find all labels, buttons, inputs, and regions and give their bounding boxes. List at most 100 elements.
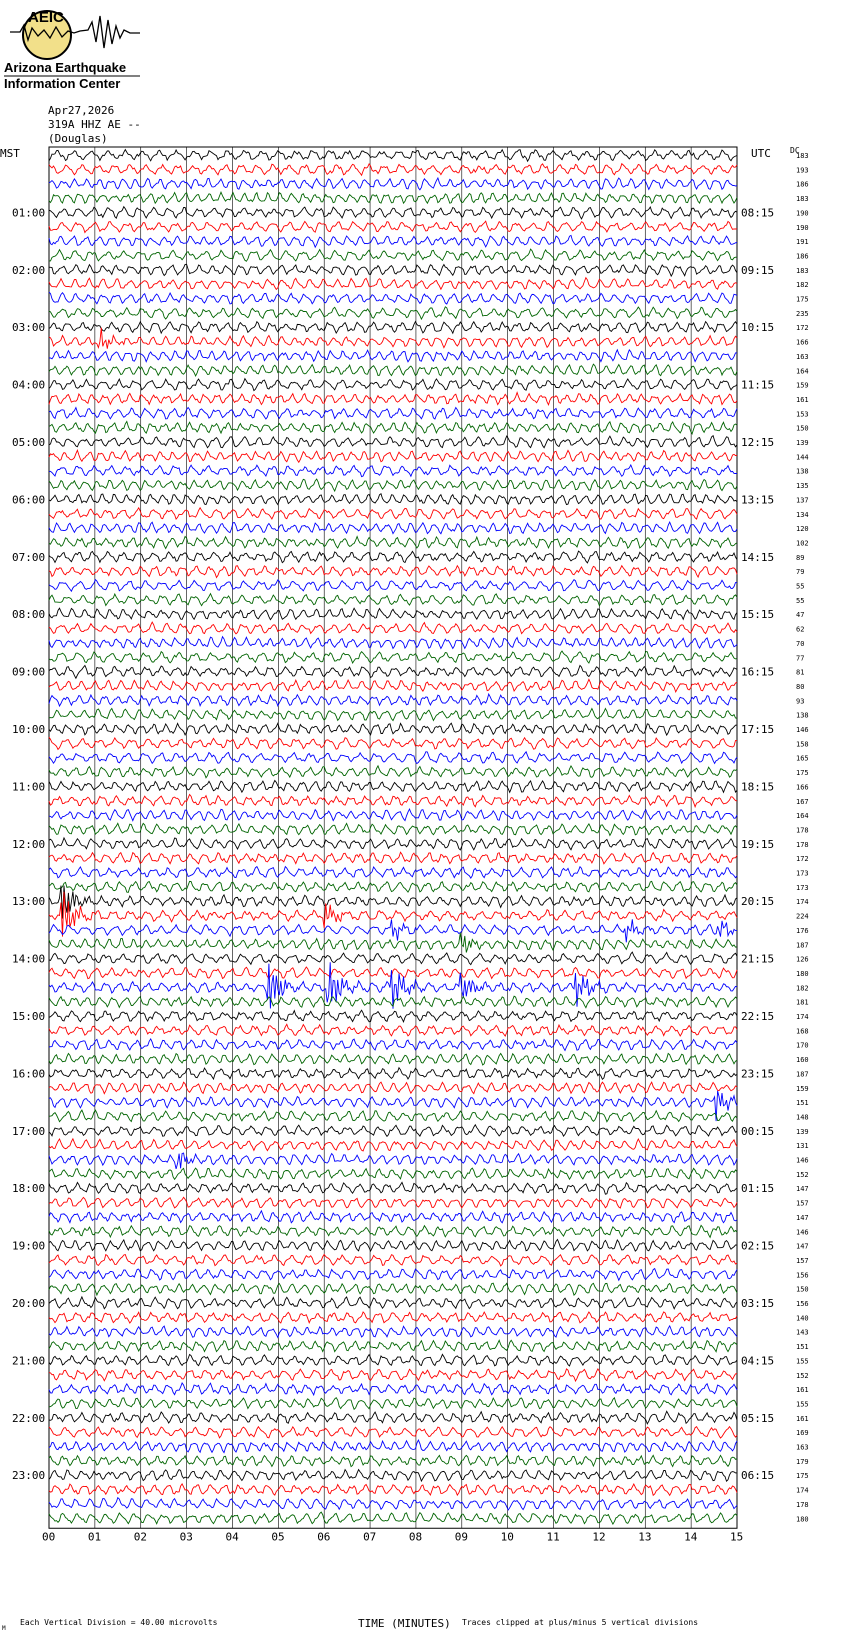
right-hour-label: 04:15 <box>741 1354 774 1367</box>
footer-right-note: Traces clipped at plus/minus 5 vertical … <box>462 1618 698 1627</box>
seismic-trace <box>48 1081 738 1095</box>
seismic-trace <box>48 1425 738 1439</box>
dc-value-label: 183 <box>796 152 809 160</box>
dc-value-label: 170 <box>796 1042 809 1050</box>
seismic-trace <box>48 1468 737 1483</box>
dc-value-label: 93 <box>796 697 804 705</box>
seismic-trace <box>48 263 738 278</box>
dc-value-label: 102 <box>796 539 809 547</box>
right-hour-label: 17:15 <box>741 723 774 736</box>
seismic-trace <box>48 1382 738 1397</box>
dc-value-label: 182 <box>796 281 809 289</box>
left-hour-label: 03:00 <box>12 321 45 334</box>
x-tick-label: 10 <box>501 1530 514 1543</box>
dc-value-label: 155 <box>796 1357 809 1365</box>
x-tick-label: 11 <box>547 1530 560 1543</box>
seismic-trace <box>48 1454 738 1468</box>
seismic-trace <box>48 592 738 607</box>
x-tick-label: 02 <box>134 1530 147 1543</box>
seismic-trace <box>48 750 738 765</box>
x-tick-label: 07 <box>363 1530 376 1543</box>
dc-value-label: 139 <box>796 439 809 447</box>
dc-value-label: 161 <box>796 1386 809 1394</box>
dc-value-label: 166 <box>796 783 809 791</box>
x-tick-label: 13 <box>638 1530 651 1543</box>
seismic-trace <box>48 463 737 478</box>
seismic-trace <box>48 1238 738 1253</box>
dc-value-label: 174 <box>796 1013 809 1021</box>
dc-value-label: 153 <box>796 410 809 418</box>
seismic-trace <box>48 995 738 1009</box>
right-axis-title: UTC <box>751 147 771 160</box>
right-hour-label: 23:15 <box>741 1067 774 1080</box>
right-hour-label: 14:15 <box>741 551 774 564</box>
left-hour-label: 16:00 <box>12 1067 45 1080</box>
seismic-trace <box>48 607 738 621</box>
dc-value-label: 151 <box>796 1099 809 1107</box>
seismic-trace <box>48 176 738 191</box>
dc-value-label: 47 <box>796 611 804 619</box>
right-hour-label: 05:15 <box>741 1412 774 1425</box>
seismic-trace <box>48 1324 738 1339</box>
dc-value-label: 180 <box>796 1515 809 1523</box>
seismic-trace <box>48 1496 738 1511</box>
left-hour-label: 14:00 <box>12 953 45 966</box>
seismic-trace <box>48 578 737 593</box>
dc-value-label: 173 <box>796 870 809 878</box>
dc-value-label: 89 <box>796 554 804 562</box>
x-tick-label: 09 <box>455 1530 468 1543</box>
dc-value-label: 120 <box>796 525 809 533</box>
seismic-trace <box>48 348 738 363</box>
seismic-trace <box>48 692 738 708</box>
seismic-trace <box>48 1181 738 1195</box>
seismic-trace <box>48 1339 738 1353</box>
dc-value-label: 159 <box>796 1085 809 1093</box>
footer-left-note: Each Vertical Division = 40.00 microvolt… <box>20 1618 218 1627</box>
dc-value-label: 55 <box>796 597 804 605</box>
dc-value-label: 179 <box>796 1458 809 1466</box>
seismic-trace <box>48 327 738 350</box>
seismic-trace <box>48 779 738 794</box>
left-hour-label: 19:00 <box>12 1240 45 1253</box>
dc-value-label: 166 <box>796 339 809 347</box>
dc-value-label: 186 <box>796 252 809 260</box>
seismic-trace <box>48 1482 738 1497</box>
left-hour-label: 11:00 <box>12 780 45 793</box>
dc-value-label: 157 <box>796 1257 809 1265</box>
dc-value-label: 178 <box>796 826 809 834</box>
dc-value-label: 147 <box>796 1214 809 1222</box>
seismic-trace <box>48 1152 738 1170</box>
dc-value-label: 146 <box>796 726 809 734</box>
seismic-trace <box>48 808 738 822</box>
dc-value-label: 183 <box>796 195 809 203</box>
seismic-trace <box>48 1066 738 1081</box>
dc-value-label: 156 <box>796 1271 809 1279</box>
logo-acronym: AEIC <box>28 9 64 26</box>
right-hour-label: 08:15 <box>741 206 774 219</box>
dc-value-label: 174 <box>796 898 809 906</box>
dc-value-label: 175 <box>796 296 809 304</box>
header-date: Apr27,2026 <box>48 104 115 117</box>
dc-value-label: 182 <box>796 984 809 992</box>
dc-value-label: 175 <box>796 1472 809 1480</box>
right-hour-label: 22:15 <box>741 1010 774 1023</box>
seismic-trace <box>48 966 738 980</box>
seismic-trace <box>48 449 737 464</box>
seismic-trace <box>48 707 738 722</box>
right-hour-label: 09:15 <box>741 264 774 277</box>
right-hour-label: 02:15 <box>741 1240 774 1253</box>
left-hour-label: 18:00 <box>12 1182 45 1195</box>
seismic-trace <box>48 1123 738 1138</box>
dc-value-label: 168 <box>796 1027 809 1035</box>
dc-title: DC <box>790 146 800 155</box>
dc-value-label: 175 <box>796 769 809 777</box>
seismic-trace <box>48 1196 738 1209</box>
dc-value-label: 62 <box>796 626 804 634</box>
seismic-trace <box>48 220 738 234</box>
dc-value-label: 151 <box>796 1343 809 1351</box>
seismic-trace <box>48 1253 738 1267</box>
dc-value-label: 176 <box>796 927 809 935</box>
dc-value-label: 178 <box>796 841 809 849</box>
right-hour-label: 06:15 <box>741 1469 774 1482</box>
dc-value-label: 148 <box>796 1113 809 1121</box>
